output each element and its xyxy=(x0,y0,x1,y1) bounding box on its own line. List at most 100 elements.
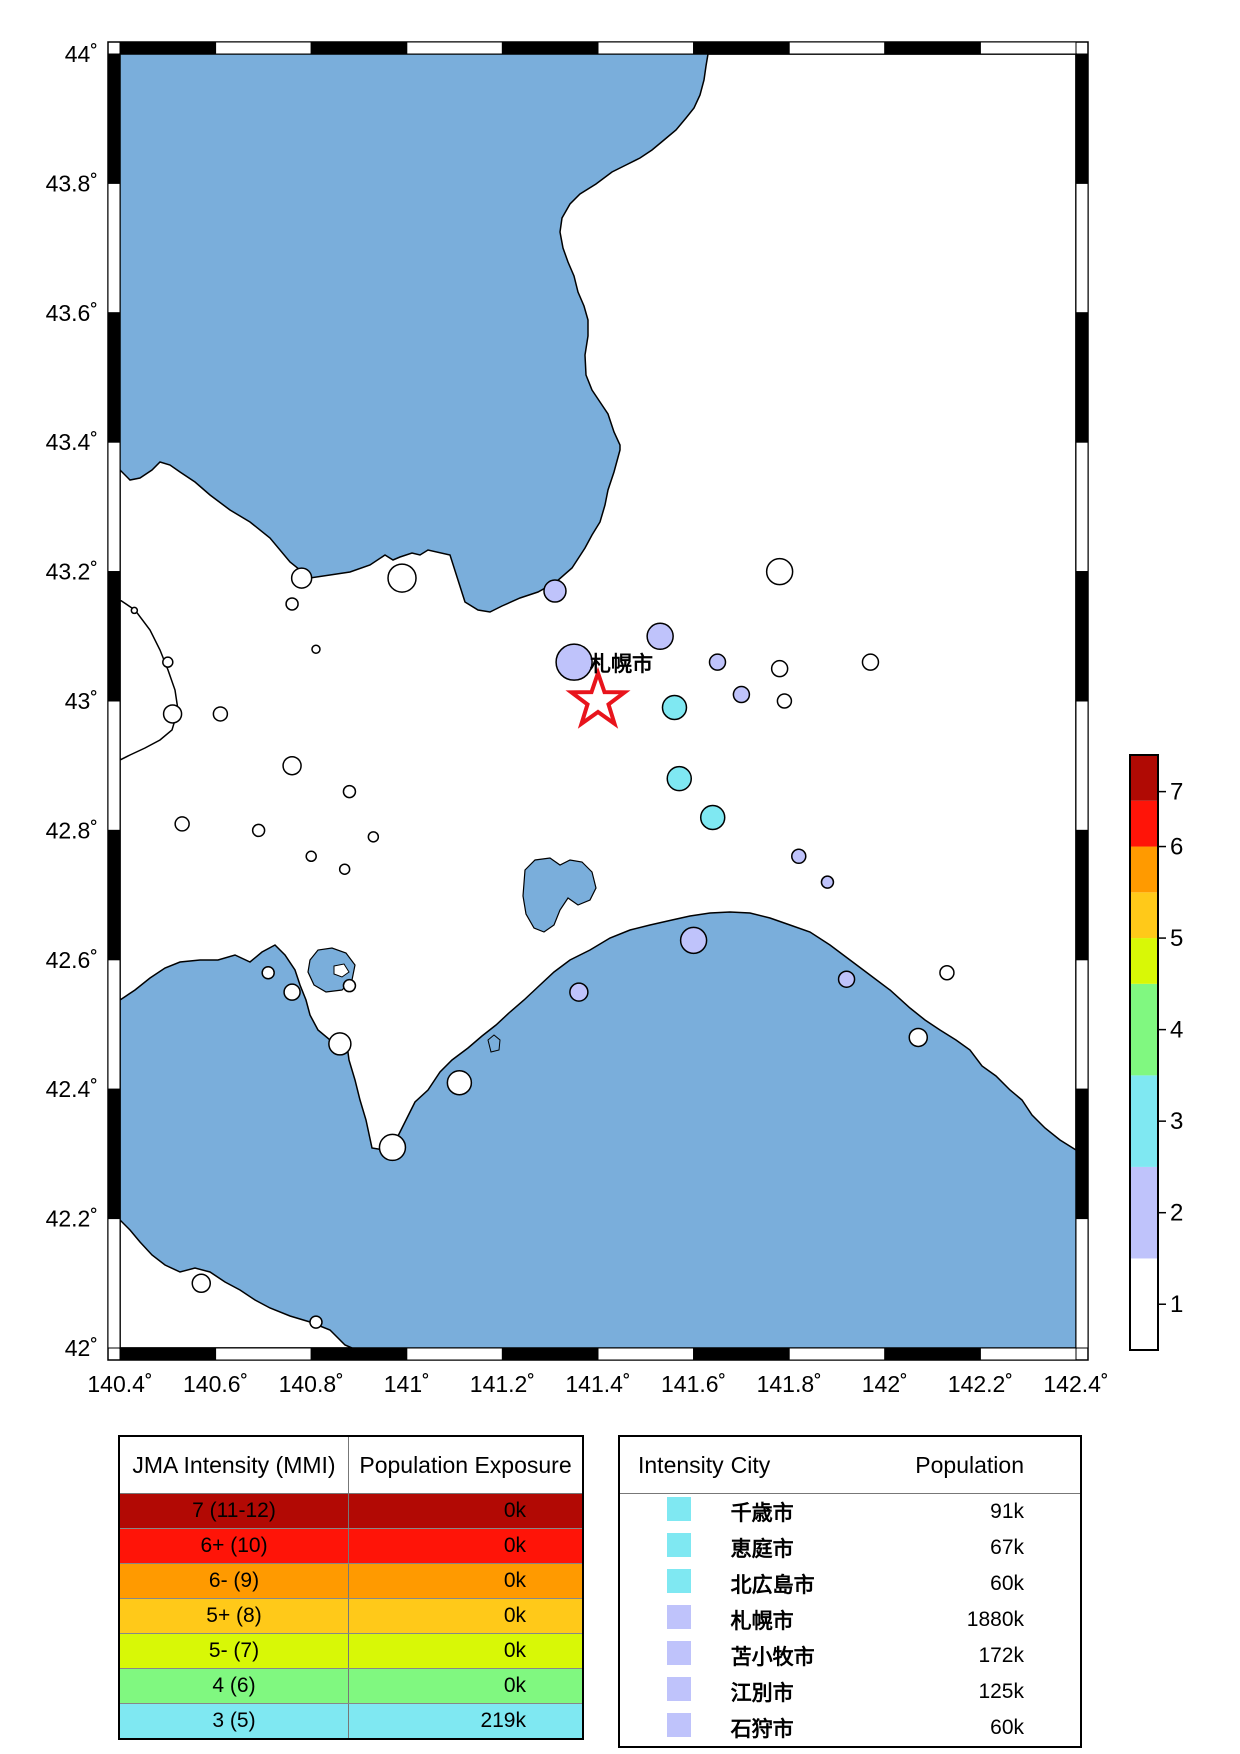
station-marker xyxy=(770,659,789,678)
colorbar-label: 4 xyxy=(1170,1017,1183,1044)
frame-tick-left xyxy=(107,53,121,184)
station-marker xyxy=(342,784,357,799)
exposure-row: 4 (6) 0k xyxy=(119,1668,583,1704)
city-intensity-cell xyxy=(619,1638,725,1674)
exposure-population: 0k xyxy=(348,1493,583,1529)
colorbar-band xyxy=(1130,938,1158,984)
city-population: 1880k xyxy=(966,1608,1024,1631)
colorbar-label: 1 xyxy=(1170,1291,1183,1318)
header-population-exposure: Population Exposure xyxy=(348,1436,583,1494)
station-marker xyxy=(328,1032,352,1056)
station-marker xyxy=(569,982,589,1002)
y-tick-label: 42.8˚ xyxy=(46,817,98,843)
city-row: 江別市 125k xyxy=(619,1674,1081,1710)
small-lake xyxy=(487,1034,501,1053)
y-tick-label: 43.8˚ xyxy=(46,170,98,196)
exposure-row: 5- (7) 0k xyxy=(119,1633,583,1669)
station-marker xyxy=(367,831,380,843)
y-tick-label: 42.6˚ xyxy=(46,947,98,973)
intensity-swatch xyxy=(667,1605,691,1629)
frame-tick-right xyxy=(1075,1088,1089,1220)
frame-tick-bottom xyxy=(597,1347,695,1361)
station-marker xyxy=(820,875,835,889)
frame-tick-bottom xyxy=(215,1347,312,1361)
frame-tick-bottom xyxy=(119,1347,217,1361)
city-row: 北広島市 60k xyxy=(619,1566,1081,1602)
frame-tick-left xyxy=(107,959,121,1090)
station-marker xyxy=(282,755,302,776)
frame-tick-right xyxy=(1075,441,1089,573)
colorbar-frame xyxy=(1129,754,1159,1351)
station-marker xyxy=(191,1273,212,1294)
station-marker xyxy=(338,863,351,875)
colorbar-label: 5 xyxy=(1170,925,1183,952)
city-name: 北広島市 xyxy=(730,1573,815,1597)
frame-tick-top xyxy=(119,41,217,55)
frame-ticks xyxy=(107,41,1089,1361)
station-marker xyxy=(162,656,174,668)
city-row: 千歳市 91k xyxy=(619,1494,1081,1531)
y-tick-label: 42.4˚ xyxy=(46,1076,98,1102)
city-row: 石狩市 60k xyxy=(619,1710,1081,1747)
city-population-table: Intensity City Population 千歳市 91k 恵庭市 67k 北広… xyxy=(618,1435,1082,1748)
x-tick-label: 141˚ xyxy=(384,1371,430,1397)
frame-tick-bottom xyxy=(979,1347,1077,1361)
exposure-level: 6+ (10) xyxy=(119,1528,349,1564)
axis-labels: 140.4˚ 140.6˚ 140.8˚ 141˚ 141.2˚ 141.4˚ 141.6˚… xyxy=(46,41,1109,1397)
colorbar-band xyxy=(1130,846,1158,893)
city-population: 60k xyxy=(990,1572,1024,1595)
header-city: City xyxy=(724,1436,851,1494)
exposure-level: 5- (7) xyxy=(119,1633,349,1669)
exposure-row: 5+ (8) 0k xyxy=(119,1598,583,1634)
colorbar-band xyxy=(1130,1258,1158,1350)
frame-tick-bottom xyxy=(501,1347,599,1361)
x-tick-label: 141.6˚ xyxy=(661,1371,726,1397)
city-name: 千歳市 xyxy=(730,1501,794,1525)
header-jma-intensity: JMA Intensity (MMI) xyxy=(119,1436,349,1494)
station-marker xyxy=(285,597,299,611)
frame-tick-bottom xyxy=(693,1347,790,1361)
city-intensity-cell xyxy=(619,1530,725,1566)
intensity-swatch xyxy=(667,1569,691,1593)
station-marker xyxy=(162,704,183,724)
frame-tick-left xyxy=(107,829,121,961)
station-marker xyxy=(174,816,190,832)
frame-tick-top xyxy=(597,41,695,55)
y-tick-label: 42˚ xyxy=(65,1335,98,1361)
station-marker xyxy=(861,653,880,671)
x-tick-label: 140.4˚ xyxy=(87,1371,152,1397)
lake-shikotsu xyxy=(522,857,597,933)
colorbar-band xyxy=(1130,892,1158,939)
y-tick-label: 42.2˚ xyxy=(46,1206,98,1232)
x-tick-label: 141.2˚ xyxy=(470,1371,535,1397)
city-population: 60k xyxy=(990,1716,1024,1739)
x-tick-label: 142.2˚ xyxy=(948,1371,1013,1397)
city-intensity-cell xyxy=(619,1710,725,1747)
frame-tick-right xyxy=(1075,700,1089,831)
exposure-population: 0k xyxy=(348,1668,583,1704)
x-tick-label: 142˚ xyxy=(862,1371,908,1397)
exposure-level: 6- (9) xyxy=(119,1563,349,1599)
frame-tick-left xyxy=(107,571,121,702)
frame-tick-top xyxy=(501,41,599,55)
frame-tick-top xyxy=(310,41,408,55)
exposure-header-row: JMA Intensity (MMI) Population Exposure xyxy=(119,1436,583,1494)
frame-tick-top xyxy=(884,41,981,55)
intensity-swatch xyxy=(667,1533,691,1557)
frame-tick-top xyxy=(406,41,503,55)
station-marker xyxy=(212,706,229,722)
frame-tick-right xyxy=(1075,182,1089,314)
exposure-level: 5+ (8) xyxy=(119,1598,349,1634)
station-marker xyxy=(699,804,726,831)
exposure-row: 3 (5) 219k xyxy=(119,1703,583,1740)
exposure-population: 0k xyxy=(348,1633,583,1669)
colorbar-label: 3 xyxy=(1170,1108,1183,1135)
y-tick-label: 44˚ xyxy=(65,41,98,67)
frame-tick-right xyxy=(1075,829,1089,961)
station-marker xyxy=(791,848,807,865)
station-marker xyxy=(543,579,567,603)
intensity-swatch xyxy=(667,1677,691,1701)
station-marker xyxy=(283,983,301,1001)
frame-tick-top xyxy=(788,41,886,55)
city-population: 67k xyxy=(990,1536,1024,1559)
